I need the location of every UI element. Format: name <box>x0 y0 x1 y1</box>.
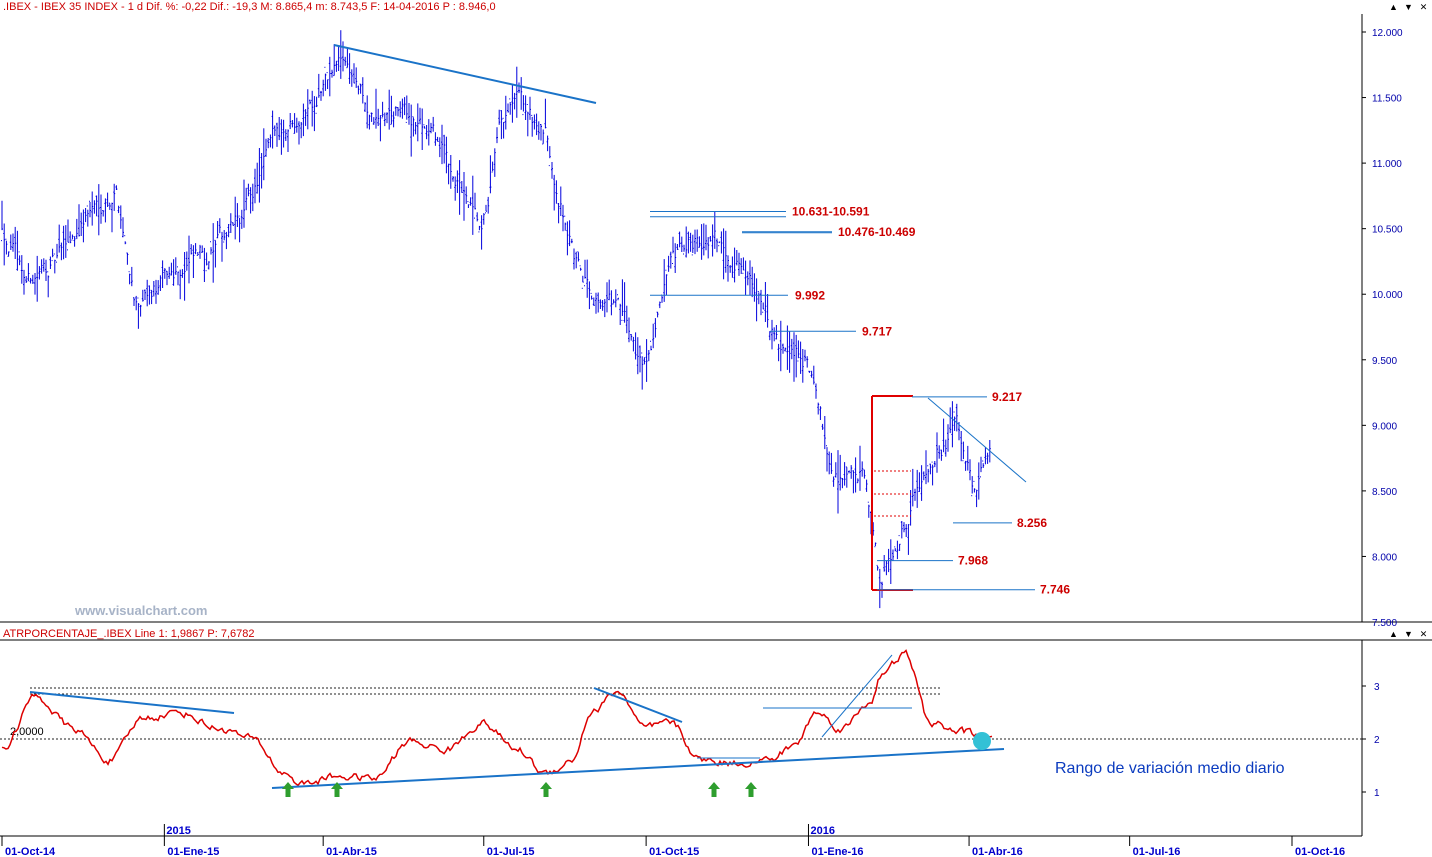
level-label: 9.717 <box>862 324 892 338</box>
atr-support-line <box>271 748 1005 789</box>
close-icon[interactable]: ✕ <box>1419 629 1428 639</box>
up-arrow-icon <box>282 782 294 797</box>
level-label: 7.746 <box>1040 583 1070 597</box>
watermark: www.visualchart.com <box>75 603 208 618</box>
price-tick-label: 8.500 <box>1372 487 1397 498</box>
atr-tick-label: 2 <box>1374 735 1380 746</box>
price-tick-label: 12.000 <box>1372 28 1403 39</box>
year-label: 2015 <box>166 825 190 837</box>
up-arrow-icon <box>331 782 343 797</box>
level-label: 8.256 <box>1017 516 1047 530</box>
price-pane-buttons: ▲ ▼ ✕ <box>1387 2 1430 13</box>
price-tick-label: 11.500 <box>1372 94 1402 105</box>
time-tick-label: 01-Ene-15 <box>167 846 219 857</box>
time-tick-label: 01-Oct-16 <box>1295 846 1345 857</box>
level-label: 10.631-10.591 <box>792 205 870 219</box>
price-tick-label: 7.500 <box>1372 618 1397 629</box>
current-value-marker <box>973 732 991 750</box>
up-arrow-icon <box>540 782 552 797</box>
move-down-icon[interactable]: ▼ <box>1404 2 1413 12</box>
time-tick-label: 01-Abr-15 <box>326 846 377 857</box>
atr-trendline <box>29 691 235 714</box>
price-tick-label: 11.000 <box>1372 159 1402 170</box>
price-tick-label: 10.000 <box>1372 290 1403 301</box>
up-arrow-icon <box>708 782 720 797</box>
price-tick-label: 9.000 <box>1372 421 1397 432</box>
price-tick-label: 8.000 <box>1372 552 1397 563</box>
price-trendline <box>927 397 1027 483</box>
close-icon[interactable]: ✕ <box>1419 2 1428 12</box>
level-label: 10.476-10.469 <box>838 225 916 239</box>
atr-trendline <box>821 654 893 738</box>
indicator-pane-buttons: ▲ ▼ ✕ <box>1387 629 1430 640</box>
price-header: .IBEX - IBEX 35 INDEX - 1 d Dif. %: -0,2… <box>3 1 496 13</box>
time-tick-label: 01-Abr-16 <box>972 846 1023 857</box>
atr-tick-label: 3 <box>1374 682 1380 693</box>
time-tick-label: 01-Oct-15 <box>649 846 699 857</box>
price-tick-label: 9.500 <box>1372 356 1397 367</box>
time-tick-label: 01-Jul-16 <box>1133 846 1181 857</box>
atr-trendline <box>593 687 683 723</box>
move-up-icon[interactable]: ▲ <box>1389 2 1398 12</box>
year-label: 2016 <box>810 825 834 837</box>
indicator-description: Rango de variación medio diario <box>1055 760 1285 777</box>
price-tick-label: 10.500 <box>1372 225 1403 236</box>
price-trendline <box>333 44 597 104</box>
indicator-header: ATRPORCENTAJE_.IBEX Line 1: 1,9867 P: 7,… <box>3 628 255 640</box>
level-label: 9.217 <box>992 390 1022 404</box>
move-up-icon[interactable]: ▲ <box>1389 629 1398 639</box>
time-tick-label: 01-Jul-15 <box>487 846 535 857</box>
atr-line <box>1 649 993 787</box>
level-label: 7.968 <box>958 554 988 568</box>
move-down-icon[interactable]: ▼ <box>1404 629 1413 639</box>
time-tick-label: 01-Ene-16 <box>811 846 863 857</box>
up-arrow-icon <box>745 782 757 797</box>
time-tick-label: 01-Oct-14 <box>5 846 56 857</box>
atr-tick-label: 1 <box>1374 788 1380 799</box>
level-label: 9.992 <box>795 288 825 302</box>
